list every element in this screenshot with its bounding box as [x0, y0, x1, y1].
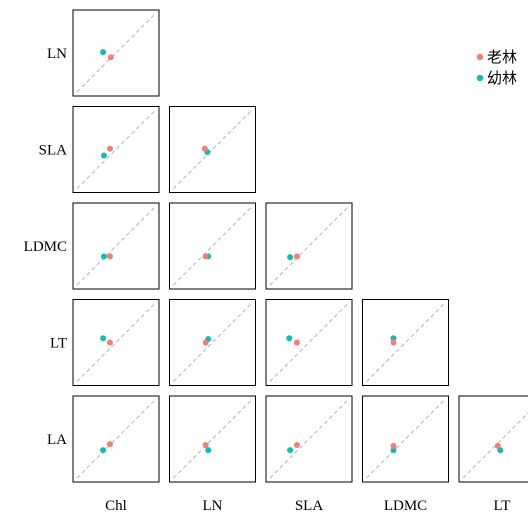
panel-ldmc-la	[362, 395, 449, 483]
panel-frame	[72, 299, 160, 386]
identity-line	[173, 206, 252, 286]
x-label-sla: SLA	[295, 498, 324, 514]
panel-frame	[169, 395, 256, 483]
old-forest-point	[106, 145, 113, 152]
old-forest-point	[293, 442, 300, 449]
young-forest-point	[497, 447, 504, 454]
x-label-ln: LN	[203, 498, 223, 514]
panel-frame	[72, 9, 160, 97]
young-forest-point	[390, 335, 397, 342]
young-forest-point	[100, 447, 107, 454]
panel-chl-ln	[72, 9, 160, 97]
panel-lt-la	[458, 395, 528, 483]
panel-frame	[169, 202, 256, 290]
old-forest-point	[106, 441, 113, 448]
old-forest-point	[106, 253, 113, 260]
panel-frame	[72, 202, 160, 290]
young-forest-point	[100, 335, 107, 342]
panel-frame	[362, 299, 449, 386]
legend-young-forest-marker	[476, 74, 484, 82]
identity-line	[269, 399, 349, 479]
panel-frame	[72, 395, 160, 483]
young-forest-point	[100, 152, 107, 159]
identity-line	[366, 303, 445, 382]
legend-old-forest-marker	[476, 53, 484, 61]
panel-frame	[265, 395, 353, 483]
young-forest-point	[287, 447, 294, 454]
y-label-ln: LN	[47, 46, 67, 62]
panel-sla-la	[265, 395, 353, 483]
young-forest-point	[287, 254, 294, 261]
panel-sla-lt	[265, 299, 353, 386]
legend-young-forest-label: 幼林	[487, 69, 517, 87]
identity-line	[269, 303, 349, 382]
panel-ldmc-lt	[362, 299, 449, 386]
young-forest-point	[286, 335, 293, 342]
panel-frame	[458, 395, 528, 483]
y-label-lt: LT	[50, 336, 67, 352]
y-label-sla: SLA	[39, 143, 68, 159]
panel-frame	[72, 106, 160, 193]
x-label-ldmc: LDMC	[384, 498, 427, 514]
identity-line	[269, 206, 349, 286]
identity-line	[76, 303, 156, 382]
identity-line	[76, 399, 156, 479]
panels-layer	[72, 9, 528, 483]
y-label-la: LA	[47, 432, 67, 448]
old-forest-point	[202, 339, 209, 346]
identity-line	[173, 399, 252, 479]
panel-ln-ldmc	[169, 202, 256, 290]
identity-line	[76, 110, 156, 189]
young-forest-point	[100, 253, 107, 260]
panel-chl-la	[72, 395, 160, 483]
old-forest-point	[106, 339, 113, 346]
identity-line	[76, 13, 156, 93]
panel-chl-lt	[72, 299, 160, 386]
old-forest-point	[494, 442, 501, 449]
old-forest-point	[293, 339, 300, 346]
panel-frame	[265, 299, 353, 386]
panel-ln-lt	[169, 299, 256, 386]
legend-old-forest-label: 老林	[487, 48, 517, 66]
old-forest-point	[201, 145, 208, 152]
y-label-ldmc: LDMC	[24, 239, 67, 255]
x-label-chl: Chl	[105, 498, 127, 514]
old-forest-point	[390, 442, 397, 449]
x-label-lt: LT	[494, 498, 511, 514]
old-forest-point	[202, 442, 209, 449]
panel-chl-sla	[72, 106, 160, 193]
panel-frame	[169, 299, 256, 386]
old-forest-point	[293, 253, 300, 260]
panel-frame	[362, 395, 449, 483]
identity-line	[366, 399, 445, 479]
panel-frame	[265, 202, 353, 290]
panel-ln-sla	[169, 106, 256, 193]
axis-labels-layer: LN SLA LDMC LT LA Chl LN SLA LDMC LT	[24, 46, 511, 514]
old-forest-point	[107, 54, 114, 61]
young-forest-point	[390, 447, 397, 454]
identity-line	[173, 110, 252, 189]
old-forest-point	[390, 339, 397, 346]
old-forest-point	[202, 253, 209, 260]
identity-line	[76, 206, 156, 286]
panel-ln-la	[169, 395, 256, 483]
panel-sla-ldmc	[265, 202, 353, 290]
panel-frame	[169, 106, 256, 193]
identity-line	[173, 303, 252, 382]
panel-chl-ldmc	[72, 202, 160, 290]
young-forest-point	[205, 447, 212, 454]
young-forest-point	[100, 49, 107, 56]
